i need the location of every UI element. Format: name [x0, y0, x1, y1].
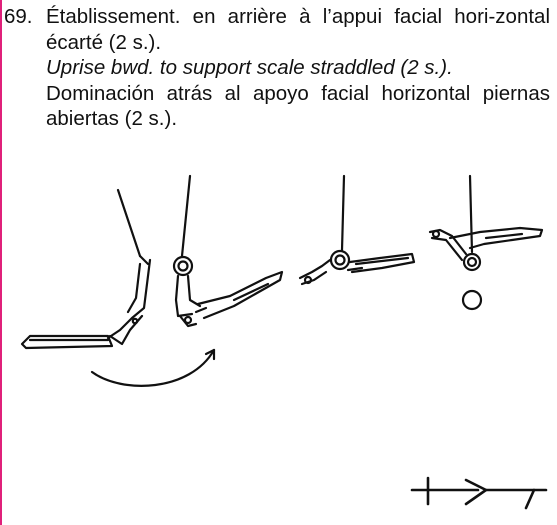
entry-row: 69. Établissement. en arrière à l’appui … [4, 4, 550, 132]
page-left-edge [0, 0, 2, 525]
exercise-illustration [20, 174, 548, 510]
gymnast-phase-4-icon [428, 174, 544, 311]
entry-text-english: Uprise bwd. to support scale straddled (… [46, 56, 453, 79]
gymnast-phase-2-icon [172, 174, 284, 328]
gymnast-phase-1-icon [20, 188, 152, 350]
dismount-symbol-icon [410, 476, 548, 510]
gymnast-phase-3-icon [298, 174, 416, 286]
exercise-entry: 69. Établissement. en arrière à l’appui … [4, 4, 550, 132]
entry-text-spanish: Dominación atrás al apoyo facial horizon… [46, 81, 550, 131]
rotation-arrow-icon [90, 348, 216, 387]
entry-number: 69. [4, 5, 33, 28]
entry-text-french: Établissement. en arrière à l’appui faci… [46, 5, 550, 54]
entry-body: Établissement. en arrière à l’appui faci… [46, 4, 550, 132]
